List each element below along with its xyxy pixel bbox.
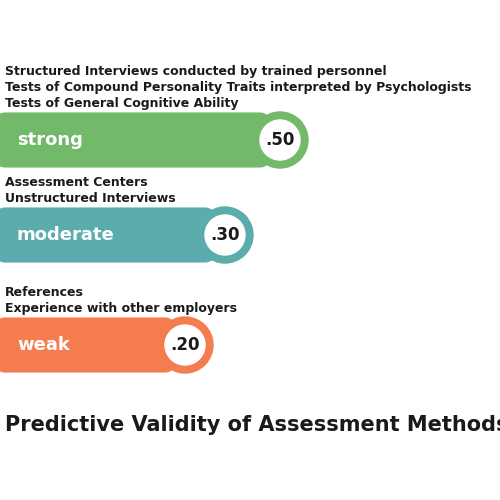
Text: .50: .50 — [266, 131, 294, 149]
Circle shape — [205, 215, 245, 255]
Text: strong: strong — [17, 131, 83, 149]
Text: .20: .20 — [170, 336, 200, 354]
Text: Predictive Validity of Assessment Methods: Predictive Validity of Assessment Method… — [5, 415, 500, 435]
FancyBboxPatch shape — [0, 318, 174, 372]
Text: Structured Interviews conducted by trained personnel: Structured Interviews conducted by train… — [5, 65, 386, 78]
Circle shape — [252, 112, 308, 168]
Text: Tests of General Cognitive Ability: Tests of General Cognitive Ability — [5, 97, 238, 110]
FancyBboxPatch shape — [0, 208, 214, 262]
Text: Unstructured Interviews: Unstructured Interviews — [5, 192, 175, 205]
Text: moderate: moderate — [17, 226, 115, 244]
Text: .30: .30 — [210, 226, 240, 244]
Circle shape — [197, 207, 253, 263]
Text: Tests of Compound Personality Traits interpreted by Psychologists: Tests of Compound Personality Traits int… — [5, 81, 471, 94]
Text: weak: weak — [17, 336, 70, 354]
Text: Assessment Centers: Assessment Centers — [5, 176, 148, 189]
FancyBboxPatch shape — [0, 112, 268, 168]
Circle shape — [165, 325, 205, 365]
Circle shape — [260, 120, 300, 160]
Text: References: References — [5, 286, 84, 299]
Circle shape — [157, 317, 213, 373]
Text: Experience with other employers: Experience with other employers — [5, 302, 237, 315]
